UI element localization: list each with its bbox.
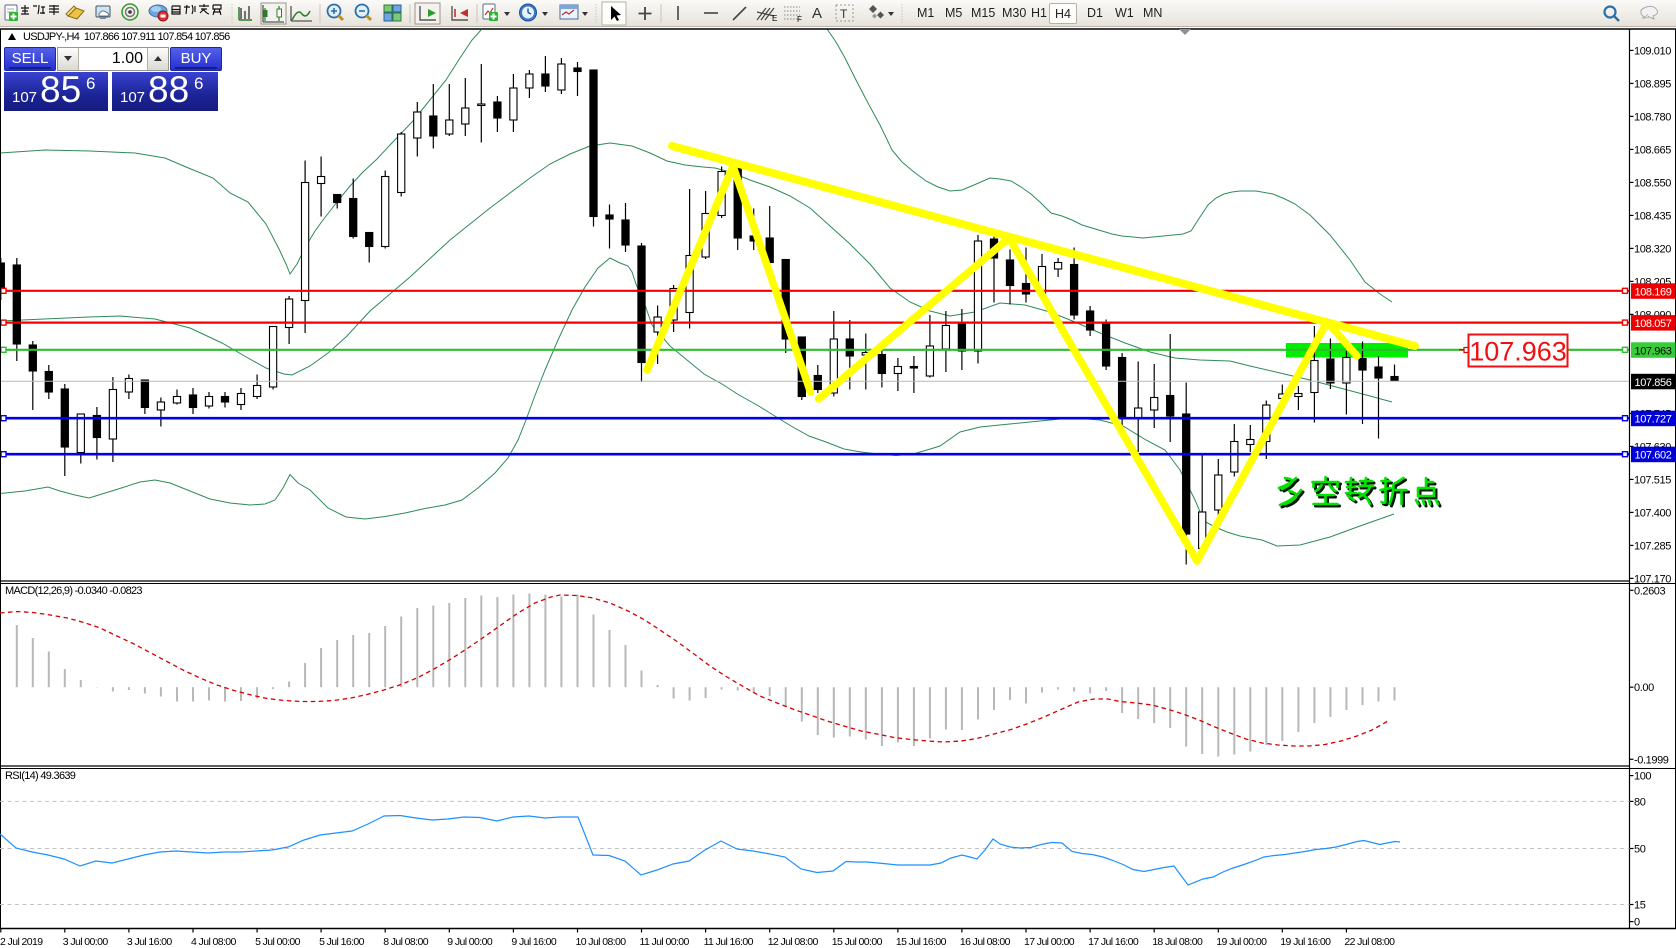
svg-text:5 Jul 16:00: 5 Jul 16:00	[319, 936, 365, 948]
svg-text:80: 80	[1634, 796, 1646, 808]
svg-text:9 Jul 16:00: 9 Jul 16:00	[511, 936, 557, 948]
svg-text:F: F	[797, 15, 802, 24]
svg-text:4 Jul 08:00: 4 Jul 08:00	[191, 936, 237, 948]
svg-text:0.00: 0.00	[1634, 682, 1654, 694]
svg-text:8 Jul 08:00: 8 Jul 08:00	[383, 936, 429, 948]
svg-text:107.727: 107.727	[1635, 414, 1672, 426]
svg-text:109.010: 109.010	[1634, 45, 1671, 57]
svg-text:100: 100	[1634, 771, 1651, 783]
svg-text:108.320: 108.320	[1634, 243, 1671, 255]
svg-text:108.550: 108.550	[1634, 177, 1671, 189]
svg-text:A: A	[812, 5, 822, 22]
svg-text:11 Jul 16:00: 11 Jul 16:00	[704, 936, 754, 948]
svg-text:107.285: 107.285	[1634, 540, 1671, 552]
svg-text:107.963: 107.963	[1469, 337, 1567, 367]
svg-text:18 Jul 08:00: 18 Jul 08:00	[1152, 936, 1203, 948]
svg-text:RSI(14) 49.3639: RSI(14) 49.3639	[5, 770, 76, 782]
svg-text:T: T	[840, 7, 848, 21]
svg-text:107.170: 107.170	[1634, 573, 1671, 585]
svg-text:22 Jul 08:00: 22 Jul 08:00	[1344, 936, 1395, 948]
svg-text:16 Jul 08:00: 16 Jul 08:00	[960, 936, 1011, 948]
svg-text:5 Jul 00:00: 5 Jul 00:00	[255, 936, 301, 948]
svg-text:3 Jul 16:00: 3 Jul 16:00	[127, 936, 173, 948]
svg-text:15 Jul 16:00: 15 Jul 16:00	[896, 936, 947, 948]
svg-text:0.2603: 0.2603	[1634, 585, 1666, 597]
svg-text:11 Jul 00:00: 11 Jul 00:00	[640, 936, 690, 948]
svg-text:-0.1999: -0.1999	[1634, 754, 1669, 766]
svg-text:17 Jul 00:00: 17 Jul 00:00	[1024, 936, 1075, 948]
svg-text:108.780: 108.780	[1634, 111, 1671, 123]
svg-text:107.963: 107.963	[1635, 345, 1672, 357]
svg-text:15: 15	[1634, 900, 1646, 912]
svg-text:107.602: 107.602	[1635, 450, 1672, 462]
svg-text:MACD(12,26,9) -0.0340 -0.0823: MACD(12,26,9) -0.0340 -0.0823	[5, 585, 142, 597]
svg-text:108.665: 108.665	[1634, 144, 1671, 156]
svg-text:108.169: 108.169	[1635, 286, 1672, 298]
svg-text:108.895: 108.895	[1634, 78, 1671, 90]
svg-text:2 Jul 2019: 2 Jul 2019	[0, 936, 43, 948]
svg-text:9 Jul 00:00: 9 Jul 00:00	[447, 936, 493, 948]
svg-text:17 Jul 16:00: 17 Jul 16:00	[1088, 936, 1139, 948]
svg-text:50: 50	[1634, 844, 1646, 856]
svg-text:15 Jul 00:00: 15 Jul 00:00	[832, 936, 883, 948]
svg-text:19 Jul 00:00: 19 Jul 00:00	[1216, 936, 1267, 948]
svg-text:12 Jul 08:00: 12 Jul 08:00	[768, 936, 819, 948]
svg-text:10 Jul 08:00: 10 Jul 08:00	[576, 936, 627, 948]
svg-text:0: 0	[1634, 917, 1640, 929]
svg-text:3 Jul 00:00: 3 Jul 00:00	[63, 936, 109, 948]
svg-text:107.515: 107.515	[1634, 474, 1671, 486]
svg-text:E: E	[772, 14, 777, 23]
svg-text:19 Jul 16:00: 19 Jul 16:00	[1280, 936, 1331, 948]
svg-text:107.400: 107.400	[1634, 507, 1671, 519]
svg-text:108.435: 108.435	[1634, 210, 1671, 222]
svg-text:107.856: 107.856	[1635, 377, 1672, 389]
svg-text:108.057: 108.057	[1635, 318, 1672, 330]
